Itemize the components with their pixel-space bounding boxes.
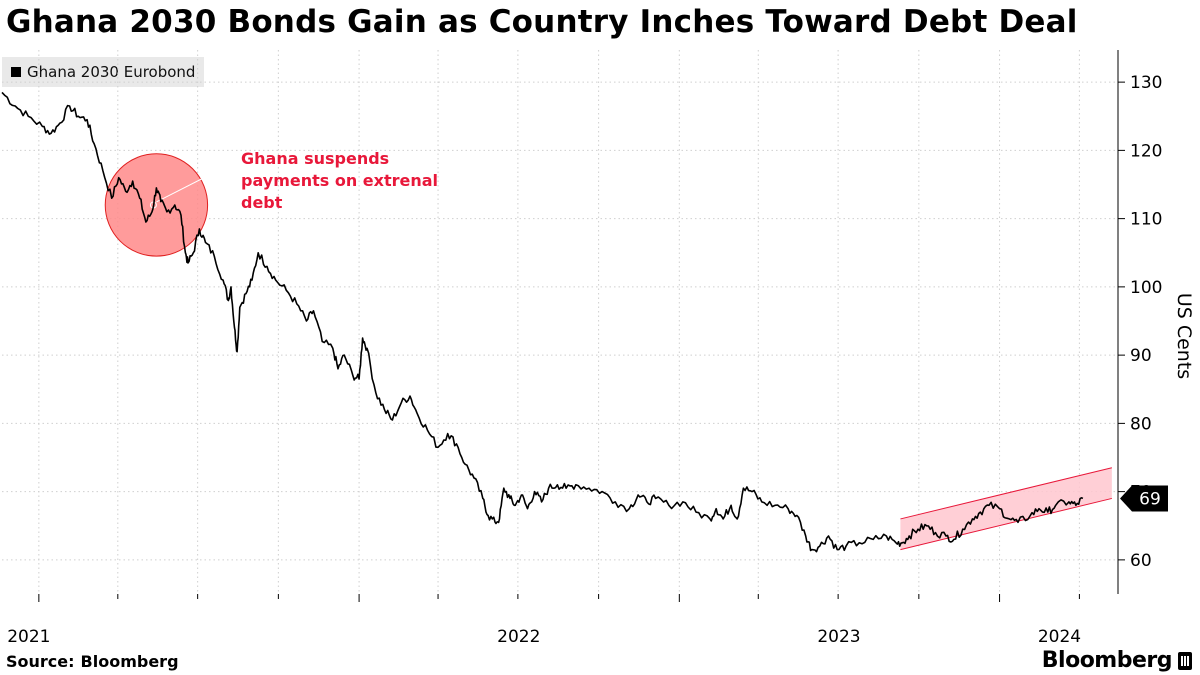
y-tick-label: 110 xyxy=(1130,210,1162,230)
annotations: Ghana suspends payments on extrenal debt xyxy=(104,149,1112,551)
y-tick-label: 130 xyxy=(1130,73,1162,93)
x-tick-label: 2023 xyxy=(817,627,860,647)
legend-swatch xyxy=(11,67,21,77)
last-value-label: 69 xyxy=(1139,489,1161,509)
y-axis: 60708090100110120130US Cents xyxy=(1117,50,1195,594)
annotation-text: Ghana suspends xyxy=(241,149,389,168)
y-tick-label: 80 xyxy=(1130,414,1152,434)
channel-lower-line xyxy=(900,497,1112,551)
brand-logo: Bloomberg xyxy=(1042,648,1192,673)
legend-label: Ghana 2030 Eurobond xyxy=(27,63,196,81)
annotation-leader-line xyxy=(156,165,228,203)
series-line xyxy=(1,91,1084,553)
annotation-text: payments on extrenal xyxy=(241,171,438,190)
legend: Ghana 2030 Eurobond xyxy=(2,57,205,87)
y-tick-label: 60 xyxy=(1130,551,1152,571)
y-axis-title: US Cents xyxy=(1173,293,1195,379)
x-tick-label: 2022 xyxy=(497,627,540,647)
terminal-icon xyxy=(1178,651,1192,670)
last-value-badge xyxy=(1120,485,1168,512)
y-tick-label: 100 xyxy=(1130,278,1162,298)
y-tick-label: 90 xyxy=(1130,346,1152,366)
last-value-marker: 69 xyxy=(1120,485,1168,512)
chart-title: Ghana 2030 Bonds Gain as Country Inches … xyxy=(6,4,1078,40)
y-tick-label: 120 xyxy=(1130,141,1162,161)
source-label: Source: xyxy=(6,652,75,671)
x-tick-label: 2021 xyxy=(7,627,50,647)
source-value: Bloomberg xyxy=(80,652,179,671)
annotation-text: debt xyxy=(241,193,283,212)
channel-upper-line xyxy=(900,467,1112,520)
grid xyxy=(2,50,1118,594)
source-note: Source: Bloomberg xyxy=(6,652,179,671)
x-axis: 2021 2022 2023 2024 xyxy=(7,594,1081,647)
x-tick-label: 2024 xyxy=(1038,627,1081,647)
brand-wordmark: Bloomberg xyxy=(1041,648,1173,673)
channel-band xyxy=(900,467,1112,550)
series xyxy=(1,91,1084,553)
